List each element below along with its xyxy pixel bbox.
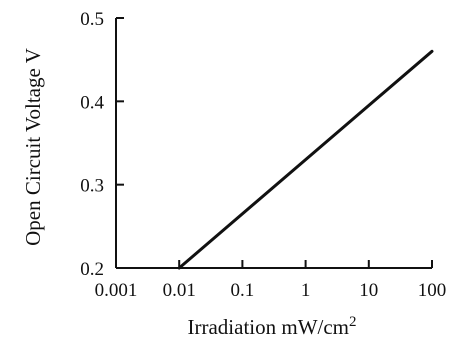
x-axis-label-superscript: 2 [349,314,357,330]
series-line [177,49,434,270]
series-group [177,49,434,270]
x-axis-label: Irradiation mW/cm2 [187,314,356,339]
y-ticks: 0.2 0.3 0.4 0.5 [80,9,124,280]
y-axis-label: Open Circuit Voltage V [21,48,45,246]
x-tick-label: 100 [418,280,447,301]
x-tick-label: 1 [301,280,311,301]
x-tick-label: 0.01 [163,280,196,301]
x-tick-label: 0.1 [231,280,255,301]
y-tick-label: 0.4 [80,92,104,113]
x-ticks: 0.001 0.01 0.1 1 10 100 [95,260,447,301]
y-tick-label: 0.3 [80,176,104,197]
y-tick-label: 0.5 [80,9,104,30]
axes [115,18,432,269]
x-tick-label: 10 [359,280,378,301]
x-tick-label: 0.001 [95,280,138,301]
x-axis-label-text: Irradiation mW/cm [187,315,349,339]
y-tick-label: 0.2 [80,259,104,280]
